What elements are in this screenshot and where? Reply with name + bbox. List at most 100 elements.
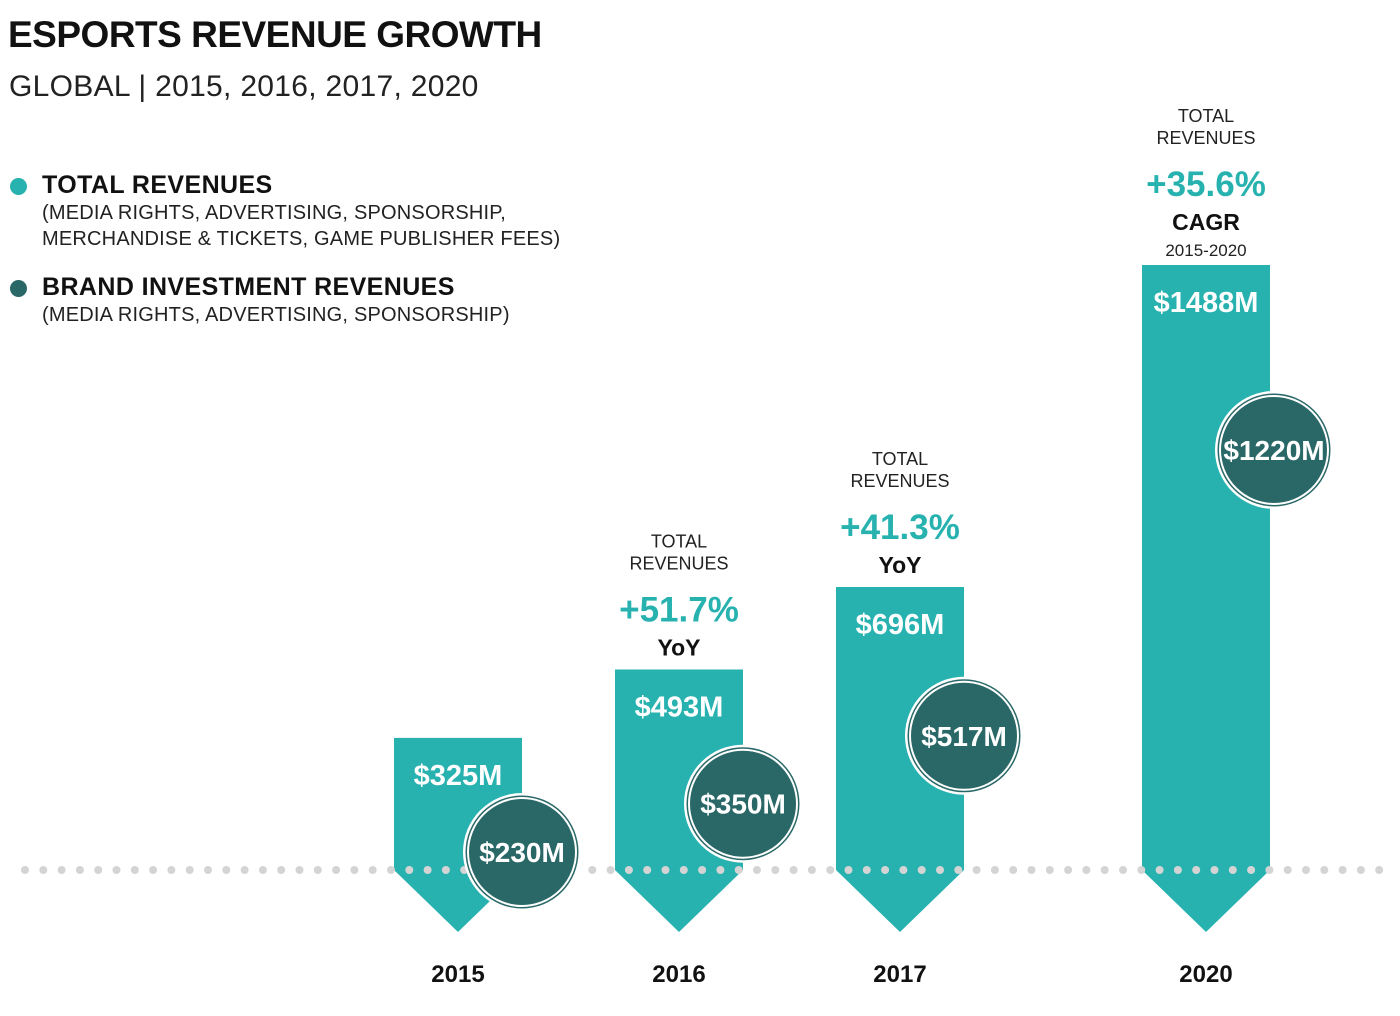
brand-circle-ring [1219,394,1329,505]
brand-circle-ring [688,748,798,859]
baseline-dot [1045,866,1054,874]
baseline-dot [185,866,194,874]
brand-value-label: $350M [700,789,786,820]
baseline-dot [698,866,707,874]
brand-circle-ring [909,680,1019,791]
baseline-dot [1228,866,1237,874]
x-tick-label: 2020 [1179,961,1232,988]
baseline-dot [954,866,963,874]
baseline-dot [679,866,688,874]
brand-investment-circle [470,800,574,904]
baseline-dot [1082,866,1091,874]
baseline-dot [1064,866,1073,874]
brand-investment-circle [1222,397,1326,502]
baseline-dot [332,866,341,874]
growth-measure-label: YoY [657,635,700,661]
growth-measure-label: YoY [878,552,921,578]
baseline-dot [222,866,231,874]
total-revenue-bar [836,587,964,932]
baseline-dot [753,866,761,874]
baseline-dot [588,866,597,874]
baseline-dot [167,866,176,874]
baseline-dot [277,866,286,874]
baseline-dot [405,866,414,874]
total-revenue-bar [1142,264,1270,932]
baseline-dot [1192,866,1201,874]
baseline-dot [844,866,853,874]
legend: TOTAL REVENUES (MEDIA RIGHTS, ADVERTISIN… [10,170,560,348]
x-tick-label: 2017 [873,961,926,988]
baseline-dot [936,866,944,874]
baseline-dot [1210,866,1219,874]
baseline-dot [258,866,267,874]
baseline-dot [130,866,139,874]
annotation-header: TOTAL [872,449,928,469]
legend-dot-icon [10,280,27,297]
baseline-dot [240,866,249,874]
baseline-dot [21,866,29,874]
total-value-label: $696M [856,609,945,641]
baseline-dot [1338,866,1347,874]
baseline-dot [917,866,926,874]
baseline-dot [1283,866,1292,874]
legend-detail: (MEDIA RIGHTS, ADVERTISING, SPONSORSHIP) [42,304,510,326]
annotation-header: TOTAL [651,532,707,552]
growth-period-label: 2015-2020 [1165,241,1246,260]
baseline-dot [387,866,395,874]
page-subtitle: GLOBAL | 2015, 2016, 2017, 2020 [9,70,479,103]
page-title: ESPORTS REVENUE GROWTH [8,14,542,55]
legend-item-brand: BRAND INVESTMENT REVENUES (MEDIA RIGHTS,… [10,272,560,328]
baseline-dot [350,866,359,874]
baseline-dot [1247,866,1256,874]
brand-value-label: $1220M [1223,435,1324,466]
baseline-dot [75,866,84,874]
baseline-dot [57,866,66,874]
x-tick-label: 2016 [652,961,705,988]
baseline-dot [881,866,890,874]
baseline-dot [423,866,432,874]
baseline-dot [606,866,615,874]
total-value-label: $1488M [1154,287,1259,319]
annotation-header: REVENUES [850,471,949,491]
legend-label: TOTAL REVENUES [42,171,273,199]
annotation-header: REVENUES [629,554,728,574]
total-value-label: $493M [635,692,724,724]
annotation-header: REVENUES [1156,128,1255,148]
baseline-dot [112,866,121,874]
brand-value-label: $230M [479,837,565,868]
baseline-dot [313,866,322,874]
baseline-dot [1155,866,1164,874]
growth-rate-label: +41.3% [840,508,960,547]
baseline-dot [1265,866,1274,874]
baseline-dot [899,866,908,874]
brand-investment-circle [691,751,795,856]
baseline-dot [1173,866,1182,874]
baseline-dot [441,866,450,874]
legend-item-total: TOTAL REVENUES (MEDIA RIGHTS, ADVERTISIN… [10,170,560,252]
baseline-dot [771,866,780,874]
brand-investment-circle [912,683,1016,788]
baseline-dot [661,866,670,874]
baseline-dot [368,866,377,874]
baseline-dot [39,866,48,874]
legend-dot-icon [10,178,27,195]
baseline-dot [1137,866,1146,874]
brand-value-label: $517M [921,721,1007,752]
growth-rate-label: +35.6% [1146,165,1266,204]
baseline-dot [862,866,871,874]
baseline-dot [1119,866,1127,874]
baseline-dot [972,866,981,874]
growth-rate-label: +51.7% [619,591,739,630]
annotation-header: TOTAL [1178,106,1234,126]
baseline-dot [734,866,743,874]
baseline-dot [94,866,103,874]
baseline-dot [624,866,633,874]
brand-circle-ring [467,797,577,907]
baseline-dot [826,866,835,874]
baseline-dot [1027,866,1036,874]
baseline-dot [1320,866,1329,874]
baseline-dot [149,866,158,874]
baseline-dot [789,866,798,874]
growth-measure-label: CAGR [1172,209,1240,235]
